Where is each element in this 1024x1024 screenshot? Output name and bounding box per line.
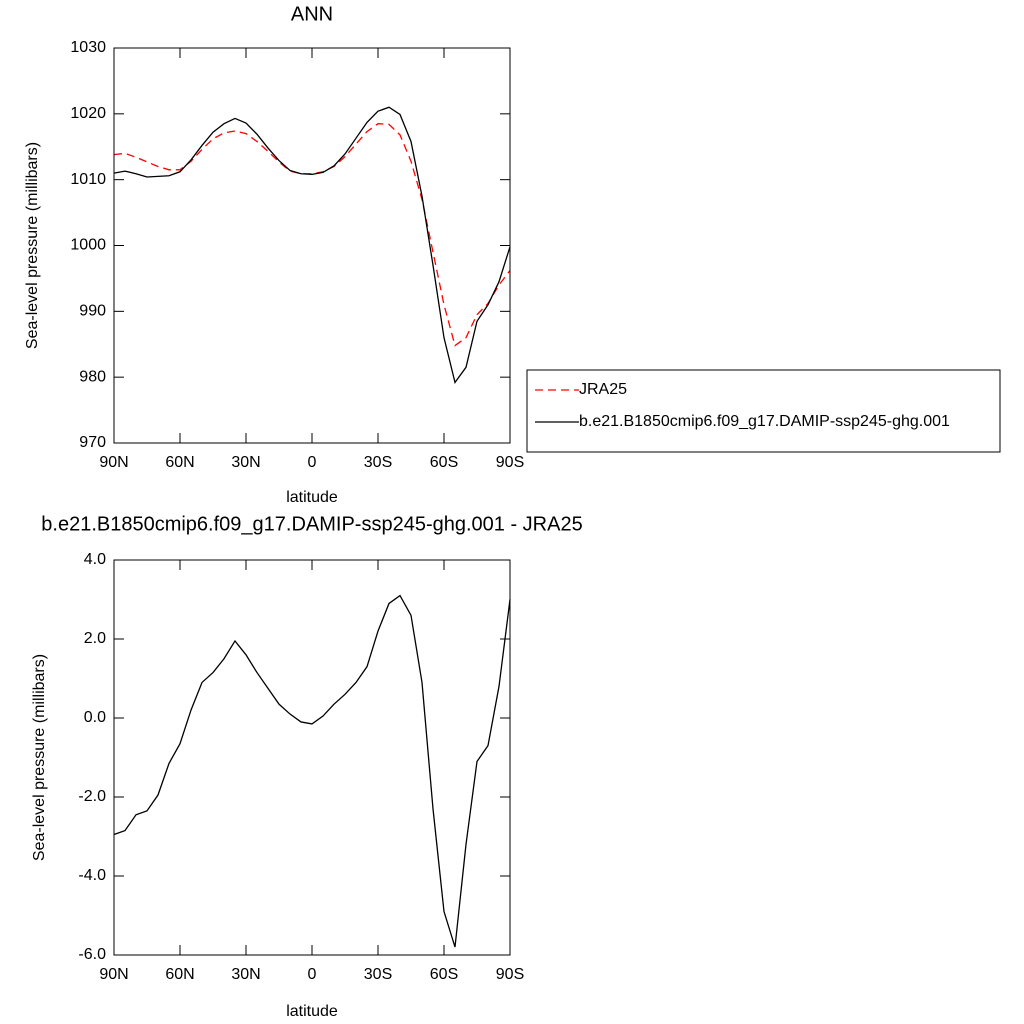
y-tick-label: 2.0 <box>84 630 106 647</box>
y-tick-label: -6.0 <box>78 946 106 963</box>
y-tick-label: 0.0 <box>84 709 106 726</box>
data-line <box>113 123 511 347</box>
y-tick-label: 1030 <box>70 39 106 56</box>
y-tick-label: 980 <box>79 368 106 385</box>
x-tick-label: 30N <box>231 454 260 471</box>
x-tick-label: 0 <box>308 966 317 983</box>
x-axis-label: latitude <box>286 489 338 506</box>
x-tick-label: 30S <box>364 454 392 471</box>
x-tick-label: 30S <box>364 966 392 983</box>
data-line <box>113 594 511 948</box>
y-tick-label: 1010 <box>70 171 106 188</box>
x-tick-label: 90N <box>99 454 128 471</box>
y-axis-label: Sea-level pressure (millibars) <box>31 654 48 861</box>
x-axis-label: latitude <box>286 1003 338 1020</box>
y-tick-label: 4.0 <box>84 551 106 568</box>
y-tick-label: 970 <box>79 434 106 451</box>
y-tick-label: -4.0 <box>78 867 106 884</box>
legend-box <box>526 369 1001 453</box>
x-tick-label: 90S <box>496 454 524 471</box>
x-tick-label: 60S <box>430 966 458 983</box>
x-tick-label: 60N <box>165 454 194 471</box>
chart-title: b.e21.B1850cmip6.f09_g17.DAMIP-ssp245-gh… <box>41 513 582 535</box>
x-tick-label: 30N <box>231 966 260 983</box>
x-tick-label: 60S <box>430 454 458 471</box>
y-tick-label: 1020 <box>70 105 106 122</box>
x-tick-label: 60N <box>165 966 194 983</box>
x-tick-label: 90S <box>496 966 524 983</box>
plot-frame <box>113 47 511 444</box>
y-tick-label: -2.0 <box>78 788 106 805</box>
legend-label: b.e21.B1850cmip6.f09_g17.DAMIP-ssp245-gh… <box>579 413 950 430</box>
y-tick-label: 1000 <box>70 237 106 254</box>
legend-label: JRA25 <box>579 381 627 398</box>
plot-frame <box>113 559 511 956</box>
chart-title: ANN <box>291 3 333 25</box>
y-axis-label: Sea-level pressure (millibars) <box>24 142 41 349</box>
data-line <box>113 106 511 384</box>
y-tick-label: 990 <box>79 303 106 320</box>
x-tick-label: 90N <box>99 966 128 983</box>
x-tick-label: 0 <box>308 454 317 471</box>
